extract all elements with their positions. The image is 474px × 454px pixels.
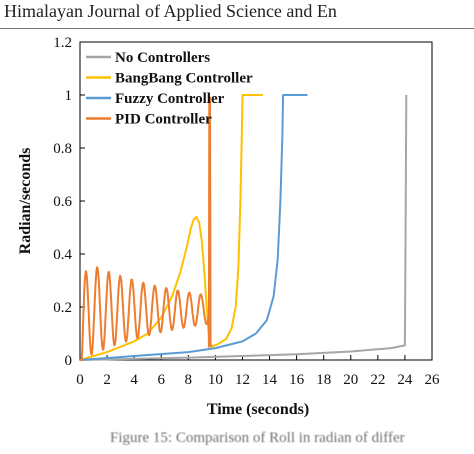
x-tick-label: 22: [370, 372, 385, 388]
x-tick-label: 0: [76, 372, 84, 388]
x-tick-label: 14: [262, 372, 278, 388]
y-tick-label: 0.2: [53, 300, 72, 316]
x-tick-label: 6: [157, 372, 165, 388]
series-lines: [79, 94, 408, 361]
y-axis-title: Radian/seconds: [17, 148, 34, 255]
series-line-bangbang-controller: [79, 94, 263, 361]
x-tick-label: 2: [103, 372, 111, 388]
x-axis-ticks: 0 2 4 6 8 10 12 14 16 18 20 22 24 26: [76, 355, 440, 388]
y-tick-label: 1: [65, 88, 73, 104]
x-tick-label: 10: [208, 372, 223, 388]
series-line-pid-controller: [79, 96, 213, 361]
series-line-fuzzy-controller: [79, 94, 308, 361]
y-tick-label: 0.8: [53, 141, 72, 157]
x-tick-label: 18: [316, 372, 331, 388]
legend-label: PID Controller: [115, 112, 212, 128]
x-tick-label: 12: [235, 372, 250, 388]
x-axis-title: Time (seconds): [207, 401, 309, 418]
x-tick-label: 20: [343, 372, 358, 388]
y-axis-ticks: 0 0.2 0.4 0.6 0.8 1 1.2: [53, 35, 85, 369]
legend-label: No Controllers: [115, 50, 210, 66]
series-line-no-controllers: [79, 94, 408, 361]
x-tick-label: 8: [185, 372, 193, 388]
legend-label: Fuzzy Controller: [115, 91, 225, 107]
legend: No Controllers BangBang Controller Fuzzy C…: [86, 50, 253, 128]
figure-caption: Figure 15: Comparison of Roll in radian …: [110, 430, 405, 446]
y-tick-label: 0: [65, 353, 73, 369]
journal-header: Himalayan Journal of Applied Science and…: [0, 0, 474, 29]
plot-area-frame: [79, 41, 433, 361]
y-tick-label: 1.2: [53, 35, 72, 51]
x-tick-label: 24: [397, 372, 413, 388]
x-tick-label: 16: [289, 372, 305, 388]
y-tick-label: 0.6: [53, 194, 72, 210]
legend-label: BangBang Controller: [115, 71, 253, 87]
x-tick-label: 4: [130, 372, 138, 388]
x-tick-label: 26: [425, 372, 441, 388]
y-tick-label: 0.4: [53, 247, 72, 263]
